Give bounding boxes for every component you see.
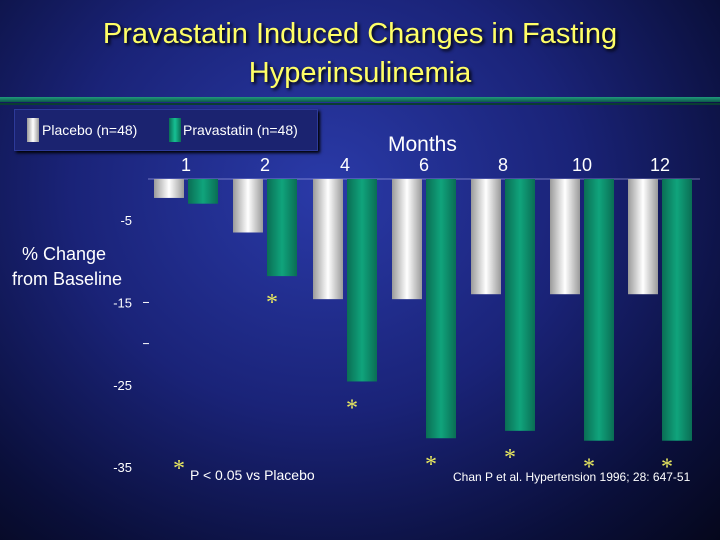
significance-asterisk-month-12: * [661,455,673,481]
bar-pravastatin-month-2 [267,179,297,277]
bar-placebo-month-4 [313,179,343,300]
bar-pravastatin-month-4 [347,179,377,382]
significance-asterisk-month-6: * [425,452,437,478]
bar-placebo-month-2 [233,179,263,233]
y-tick-label: -5 [120,213,132,228]
bar-pravastatin-month-8 [505,179,535,431]
bar-placebo-month-8 [471,179,501,295]
legend-label-pravastatin: Pravastatin (n=48) [183,122,298,138]
chart-title-line1: Pravastatin Induced Changes in Fasting [102,18,618,50]
bar-placebo-month-1 [154,179,184,198]
legend-swatch-placebo [27,118,39,142]
y-tick-label: -25 [113,378,132,393]
footnote-asterisk: * [173,456,185,482]
citation: Chan P et al. Hypertension 1996; 28: 647… [453,470,691,484]
x-axis-title: Months [388,133,457,156]
chart-title-line2: Hyperinsulinemia [248,57,472,89]
legend-label-placebo: Placebo (n=48) [42,122,138,138]
y-axis-title-line2: from Baseline [12,269,123,289]
bar-placebo-month-12 [628,179,658,295]
significance-asterisk-month-2: * [266,290,278,316]
bar-pravastatin-month-1 [188,179,218,204]
x-tick-label-12: 12 [650,155,670,175]
x-tick-label-8: 8 [498,155,508,175]
x-tick-label-2: 2 [260,155,270,175]
x-tick-label-4: 4 [340,155,350,175]
bar-placebo-month-10 [550,179,580,295]
title-divider-shadow [0,103,720,105]
x-tick-label-1: 1 [181,155,191,175]
y-axis-title-line1: % Change [22,244,107,264]
significance-asterisk-month-4: * [346,395,358,421]
title-divider [0,97,720,102]
bar-pravastatin-month-6 [426,179,456,439]
significance-asterisk-month-8: * [504,445,516,471]
x-tick-label-10: 10 [572,155,592,175]
significance-asterisk-month-10: * [583,455,595,481]
y-tick-label: -15 [113,295,132,310]
legend-swatch-pravastatin [169,118,181,142]
bar-pravastatin-month-12 [662,179,692,441]
legend: Placebo (n=48) Pravastatin (n=48) [14,109,318,151]
bar-pravastatin-month-10 [584,179,614,441]
footnote-text: P < 0.05 vs Placebo [190,467,315,483]
bar-placebo-month-6 [392,179,422,300]
y-tick-label: -35 [113,460,132,475]
x-tick-label-6: 6 [419,155,429,175]
